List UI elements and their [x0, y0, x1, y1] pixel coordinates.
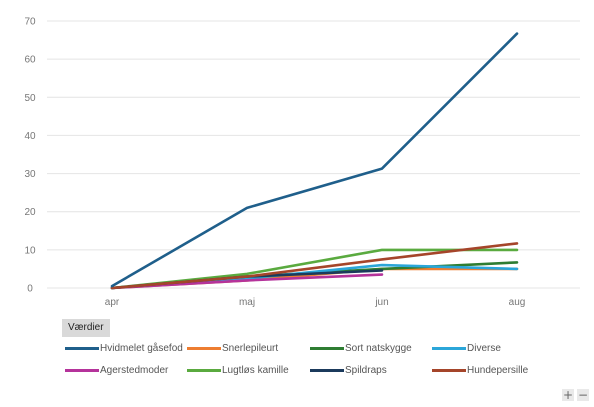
y-tick-label: 20: [24, 207, 36, 218]
y-tick-label: 30: [24, 169, 36, 180]
series-line-0: [110, 32, 519, 288]
y-tick-label: 60: [24, 55, 36, 66]
legend-label: Snerlepileurt: [222, 342, 279, 354]
y-tick-label: 10: [24, 245, 36, 256]
legend-label: Spildraps: [345, 364, 387, 376]
legend-swatch: [432, 368, 466, 372]
legend-item[interactable]: Sort natskygge: [310, 341, 412, 355]
legend-label: Agerstedmoder: [100, 364, 169, 376]
x-tick-label: aug: [509, 297, 526, 308]
legend-label: Sort natskygge: [345, 342, 412, 354]
legend-item[interactable]: Diverse: [432, 341, 501, 355]
legend-title[interactable]: Værdier: [62, 319, 110, 337]
series-line-7: [110, 242, 519, 290]
x-tick-label: jun: [374, 297, 388, 308]
legend-swatch: [310, 346, 344, 350]
legend-label: Hundepersille: [467, 364, 529, 376]
legend-swatch: [187, 368, 221, 372]
legend-item[interactable]: Spildraps: [310, 363, 387, 377]
legend-item[interactable]: Agerstedmoder: [65, 363, 168, 377]
y-tick-label: 70: [24, 17, 36, 28]
legend-swatch: [65, 368, 99, 372]
y-tick-label: 0: [27, 284, 33, 295]
legend-label: Diverse: [467, 342, 501, 354]
y-tick-label: 50: [24, 93, 36, 104]
series-line-5: [110, 248, 519, 290]
legend-swatch: [310, 368, 344, 372]
legend-swatch: [432, 346, 466, 350]
x-tick-label: maj: [239, 297, 255, 308]
y-tick-label: 40: [24, 131, 36, 142]
legend-item[interactable]: Snerlepileurt: [187, 341, 278, 355]
zoom-out-button[interactable]: −: [577, 388, 589, 402]
legend-item[interactable]: Hvidmelet gåsefod: [65, 341, 183, 355]
x-tick-label: apr: [105, 297, 120, 308]
legend-swatch: [65, 346, 99, 350]
legend-label: Lugtløs kamille: [222, 364, 289, 376]
legend-item[interactable]: Hundepersille: [432, 363, 528, 377]
zoom-in-button[interactable]: +: [562, 388, 574, 402]
legend-swatch: [187, 346, 221, 350]
legend-label: Hvidmelet gåsefod: [100, 342, 183, 354]
legend-item[interactable]: Lugtløs kamille: [187, 363, 289, 377]
